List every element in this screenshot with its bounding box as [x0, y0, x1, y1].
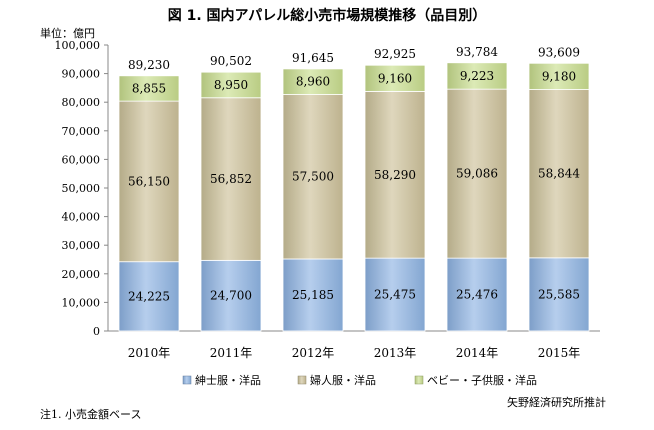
- bar-segment: [282, 68, 344, 95]
- y-tick-label: 30,000: [62, 239, 101, 252]
- bar-segment: [282, 94, 344, 260]
- data-label: 8,960: [296, 75, 330, 89]
- bar-segment: [200, 71, 262, 99]
- y-tick-label: 70,000: [62, 125, 101, 138]
- data-label: 25,185: [292, 288, 334, 302]
- bar-segment: [364, 64, 426, 92]
- y-tick-label: 90,000: [62, 68, 101, 81]
- x-tick-label: 2012年: [292, 346, 335, 360]
- bar-segment: [200, 97, 262, 261]
- data-label: 58,290: [374, 168, 416, 182]
- legend-label: ベビー・子供服・洋品: [427, 373, 537, 387]
- bar-segment: [118, 100, 180, 263]
- y-axis: 0 10,000 20,000 30,000 40,000 50,000 60,000 70,…: [55, 39, 600, 338]
- data-label: 25,476: [456, 288, 498, 302]
- data-label: 56,150: [128, 174, 170, 188]
- x-tick-label: 2014年: [456, 346, 499, 360]
- bar-segment: [282, 258, 344, 332]
- legend-label: 婦人服・洋品: [310, 373, 376, 387]
- legend-swatch: [297, 375, 307, 385]
- y-tick-label: 50,000: [62, 182, 101, 195]
- bar-segment: [528, 62, 590, 90]
- data-label: 9,180: [542, 69, 576, 83]
- y-tick-label: 40,000: [62, 211, 101, 224]
- unit-label: 単位：億円: [40, 26, 95, 40]
- data-label: 56,852: [210, 172, 252, 186]
- legend: 紳士服・洋品 婦人服・洋品 ベビー・子供服・洋品: [182, 373, 537, 387]
- bar-segment: [118, 261, 180, 332]
- data-label: 24,225: [128, 289, 170, 303]
- data-label: 24,700: [210, 289, 252, 303]
- y-tick-label: 100,000: [55, 39, 101, 52]
- total-label: 89,230: [128, 58, 170, 72]
- source-credit: 矢野経済研究所推計: [507, 395, 606, 409]
- data-label: 58,844: [538, 167, 580, 181]
- data-label: 25,475: [374, 288, 416, 302]
- bar-segment: [118, 75, 180, 102]
- legend-swatch: [414, 375, 424, 385]
- bar-segment: [446, 62, 508, 90]
- y-tick-label: 20,000: [62, 268, 101, 281]
- data-label: 59,086: [456, 167, 498, 181]
- total-label: 90,502: [210, 54, 252, 68]
- data-label: 25,585: [538, 287, 580, 301]
- total-label: 93,784: [456, 45, 498, 59]
- x-tick-label: 2013年: [374, 346, 417, 360]
- bar-segment: [364, 257, 426, 332]
- y-tick-label: 80,000: [62, 96, 101, 109]
- legend-label: 紳士服・洋品: [195, 373, 261, 387]
- x-axis: 2010年 2011年 2012年 2013年 2014年 2015年: [128, 346, 581, 360]
- total-label: 91,645: [292, 51, 334, 65]
- footnote: 注1. 小売金額ベース: [40, 407, 141, 421]
- data-label: 8,855: [132, 81, 166, 95]
- legend-swatch: [182, 375, 192, 385]
- data-label: 9,223: [460, 69, 494, 83]
- data-labels: 24,225 56,150 8,855 89,230 24,700 56,852 8,950…: [128, 45, 580, 304]
- y-tick-label: 60,000: [62, 153, 101, 166]
- x-tick-label: 2015年: [538, 346, 581, 360]
- bar-segment: [528, 257, 590, 332]
- total-label: 93,609: [538, 45, 580, 59]
- x-tick-label: 2011年: [210, 346, 253, 360]
- data-label: 8,950: [214, 78, 248, 92]
- data-label: 9,160: [378, 71, 412, 85]
- bar-segment: [364, 91, 426, 259]
- y-tick-label: 0: [93, 325, 100, 338]
- bar-segment: [446, 88, 508, 259]
- bars: [118, 62, 590, 332]
- y-tick-label: 10,000: [62, 296, 101, 309]
- bar-segment: [446, 257, 508, 332]
- total-label: 92,925: [374, 47, 416, 61]
- x-tick-label: 2010年: [128, 346, 171, 360]
- chart-title: 図 1. 国内アパレル総小売市場規模推移（品目別）: [168, 7, 487, 24]
- data-label: 57,500: [292, 170, 334, 184]
